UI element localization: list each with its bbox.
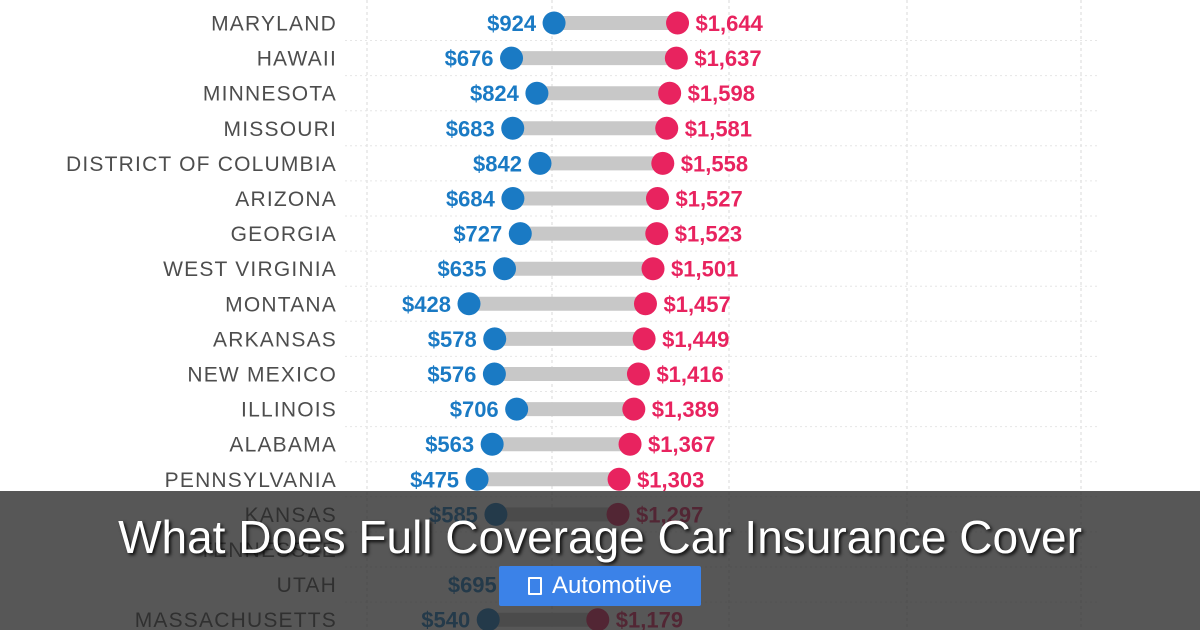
state-label: ILLINOIS [241, 399, 337, 422]
high-value-label: $1,457 [663, 292, 730, 317]
high-value-label: $1,558 [681, 151, 748, 176]
low-value-label: $475 [410, 467, 459, 492]
high-point [626, 362, 650, 386]
state-label: ARIZONA [235, 188, 337, 211]
high-point [658, 81, 682, 105]
high-point [607, 467, 631, 491]
high-point [645, 222, 669, 246]
high-point [633, 292, 657, 316]
high-point [645, 187, 669, 210]
low-value-label: $428 [402, 292, 451, 317]
high-point [641, 257, 665, 281]
state-label: GEORGIA [231, 223, 337, 246]
low-point [542, 11, 566, 35]
high-value-label: $1,367 [648, 432, 715, 457]
page-title: What Does Full Coverage Car Insurance Co… [118, 511, 1082, 563]
high-value-label: $1,389 [652, 397, 719, 422]
low-value-label: $924 [487, 11, 537, 36]
low-point [465, 467, 489, 491]
low-value-label: $824 [470, 81, 520, 106]
low-value-label: $635 [438, 257, 487, 282]
high-value-label: $1,644 [696, 11, 764, 36]
high-point [666, 11, 690, 35]
state-label: MARYLAND [211, 13, 337, 36]
low-value-label: $842 [473, 151, 522, 176]
low-point [457, 292, 481, 316]
low-point [482, 362, 506, 386]
high-point [618, 432, 642, 456]
low-point [500, 46, 524, 70]
low-value-label: $684 [446, 187, 496, 212]
state-label: MINNESOTA [203, 83, 337, 106]
low-value-label: $727 [453, 222, 502, 247]
category-label: Automotive [551, 572, 673, 599]
low-value-label: $683 [446, 116, 495, 141]
low-point [483, 327, 507, 351]
title-overlay [0, 491, 1200, 630]
high-point [622, 397, 646, 421]
low-point [508, 222, 532, 246]
category-badge[interactable]: Automotive [499, 566, 701, 606]
low-point [505, 397, 529, 421]
state-label: ALABAMA [229, 434, 337, 457]
state-label: MISSOURI [224, 118, 337, 141]
high-point [664, 46, 688, 70]
high-value-label: $1,523 [675, 222, 742, 247]
state-label: PENNSYLVANIA [165, 469, 337, 492]
state-label: NEW MEXICO [187, 364, 337, 387]
high-point [651, 151, 675, 175]
low-value-label: $676 [445, 46, 494, 71]
low-point [528, 151, 552, 175]
state-label: ARKANSAS [213, 328, 337, 351]
low-point [501, 116, 525, 140]
high-value-label: $1,527 [675, 187, 742, 212]
category-icon [527, 577, 542, 595]
low-value-label: $563 [425, 432, 474, 457]
low-value-label: $706 [450, 397, 499, 422]
high-point [632, 327, 656, 351]
high-value-label: $1,303 [637, 467, 704, 492]
low-value-label: $576 [427, 362, 476, 387]
high-point [655, 116, 679, 140]
high-value-label: $1,637 [694, 46, 761, 71]
state-label: HAWAII [257, 48, 337, 71]
low-point [493, 257, 517, 281]
low-point [501, 187, 525, 210]
state-label: MONTANA [225, 293, 337, 316]
low-value-label: $578 [428, 327, 477, 352]
state-label: WEST VIRGINIA [163, 258, 337, 281]
high-value-label: $1,581 [685, 116, 752, 141]
low-point [480, 432, 504, 456]
high-value-label: $1,598 [688, 81, 755, 106]
high-value-label: $1,501 [671, 257, 738, 282]
high-value-label: $1,449 [662, 327, 729, 352]
state-label: DISTRICT OF COLUMBIA [66, 153, 337, 176]
low-point [525, 81, 549, 105]
high-value-label: $1,416 [656, 362, 723, 387]
